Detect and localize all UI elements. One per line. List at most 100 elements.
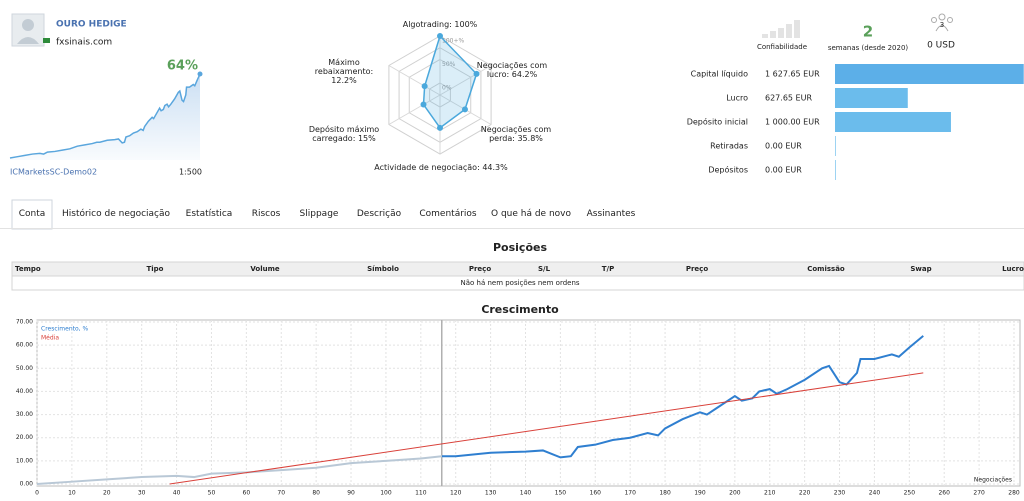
active-tab-box — [11, 199, 53, 230]
radar-point — [437, 33, 443, 39]
radar-category: Actividade de negociação: — [374, 163, 480, 172]
weeks-label: semanas (desde 2020) — [828, 44, 909, 52]
x-tick-label: 10 — [68, 490, 76, 497]
bar-label: Depósitos — [708, 165, 748, 175]
column-header: S/L — [538, 265, 551, 273]
growth-label: 64% — [167, 59, 198, 74]
radar-label: Negociações com lucro: 64.2% — [472, 61, 552, 79]
radar-value: 64.2% — [511, 70, 538, 79]
radar-label: Depósito máximo carregado: 15% — [304, 125, 384, 143]
bar — [835, 112, 951, 132]
flag — [43, 38, 50, 43]
x-tick-label: 270 — [973, 490, 985, 497]
tab[interactable]: Conta — [18, 209, 46, 219]
x-tick-label: 130 — [485, 490, 497, 497]
empty-row: Não há nem posições nem ordens — [460, 279, 579, 287]
leverage: 1:500 — [179, 168, 202, 177]
y-tick-label: 0.00 — [20, 481, 34, 488]
radar-value: 44.3% — [482, 163, 508, 172]
radar-category: Máximo rebaixamento: — [314, 58, 374, 76]
radar-tick-label: 50% — [442, 61, 456, 68]
column-header: Swap — [910, 265, 931, 273]
mini-area — [10, 74, 200, 160]
radar-label: Algotrading: 100% — [370, 20, 510, 29]
bar-value: 1 627.65 EUR — [765, 70, 820, 79]
series-line — [36, 335, 924, 485]
column-header: T/P — [602, 265, 614, 273]
radar-spoke — [439, 65, 492, 96]
x-tick-label: 80 — [312, 490, 320, 497]
column-header: Lucro — [1002, 265, 1024, 273]
radar-category: Negociações com perda: — [480, 125, 552, 143]
column-header: Símbolo — [367, 265, 399, 273]
x-tick-label: 40 — [173, 490, 181, 497]
subscribers-icon — [931, 13, 953, 32]
avatar-body — [17, 37, 39, 44]
x-tick-label: 100 — [380, 490, 392, 497]
account-name: OURO HEDIGE — [56, 20, 127, 30]
bar — [835, 136, 836, 156]
x-axis-label: Negociações — [974, 477, 1012, 484]
x-tick-label: 90 — [347, 490, 355, 497]
series-line — [169, 372, 924, 485]
radar-point — [420, 101, 427, 108]
radar-point — [461, 106, 468, 113]
mini-line — [9, 73, 201, 159]
x-tick-label: 20 — [103, 490, 111, 497]
x-tick-label: 110 — [415, 490, 427, 497]
tab[interactable]: Comentários — [419, 209, 477, 219]
x-tick-label: 250 — [904, 490, 916, 497]
bar — [835, 88, 908, 108]
x-tick-label: 260 — [938, 490, 950, 497]
tab[interactable]: Estatística — [185, 209, 233, 219]
radar-spoke — [388, 94, 441, 125]
tab[interactable]: Histórico de negociação — [61, 209, 171, 219]
column-header: Preço — [469, 265, 491, 273]
positions-title: Posições — [493, 241, 547, 254]
y-tick-label: 30.00 — [16, 411, 33, 418]
radar-label: Actividade de negociação: 44.3% — [361, 163, 521, 172]
radar-spoke — [388, 65, 441, 96]
legend-entry: Média — [41, 335, 59, 342]
x-tick-label: 210 — [764, 490, 776, 497]
y-tick-label: 50.00 — [16, 365, 33, 372]
y-tick-label: 70.00 — [16, 319, 33, 326]
column-header: Preço — [686, 265, 708, 273]
x-tick-label: 70 — [277, 490, 285, 497]
column-header: Comissão — [807, 265, 845, 273]
bar — [835, 160, 836, 180]
tab[interactable]: Slippage — [299, 209, 339, 219]
x-tick-label: 50 — [208, 490, 216, 497]
y-tick-label: 40.00 — [16, 388, 33, 395]
x-tick-label: 120 — [450, 490, 462, 497]
bar — [835, 64, 1024, 84]
radar-point — [473, 70, 480, 77]
bar-value: 0.00 EUR — [765, 142, 802, 151]
radar-category: Algotrading: — [402, 20, 452, 29]
tab[interactable]: Assinantes — [586, 209, 636, 219]
chart-title: Crescimento — [481, 303, 559, 316]
subscribers: 3 — [940, 21, 944, 29]
tab[interactable]: Riscos — [251, 209, 281, 219]
radar-label: Máximo rebaixamento: 12.2% — [304, 58, 384, 85]
reliability: Confiabilidade — [757, 43, 807, 51]
table-header — [11, 261, 1024, 277]
column-header: Volume — [250, 265, 280, 273]
radar-point — [437, 124, 443, 131]
radar-tick-label: 0% — [442, 85, 452, 92]
bar-label: Retiradas — [710, 142, 748, 151]
bar-value: 1 000.00 EUR — [765, 118, 820, 127]
radar-label: Negociações com perda: 35.8% — [476, 125, 556, 143]
tab[interactable]: O que há de novo — [491, 209, 571, 219]
x-tick-label: 240 — [869, 490, 881, 497]
site: fxsinais.com — [56, 38, 112, 48]
bar-label: Depósito inicial — [687, 117, 748, 127]
bar-value: 627.65 EUR — [765, 94, 812, 103]
y-tick-label: 20.00 — [16, 434, 33, 441]
x-tick-label: 220 — [799, 490, 811, 497]
radar-value: 100% — [454, 20, 478, 29]
tab[interactable]: Descrição — [356, 209, 402, 219]
reliability-icon — [762, 20, 800, 38]
column-header: Tipo — [147, 265, 164, 273]
